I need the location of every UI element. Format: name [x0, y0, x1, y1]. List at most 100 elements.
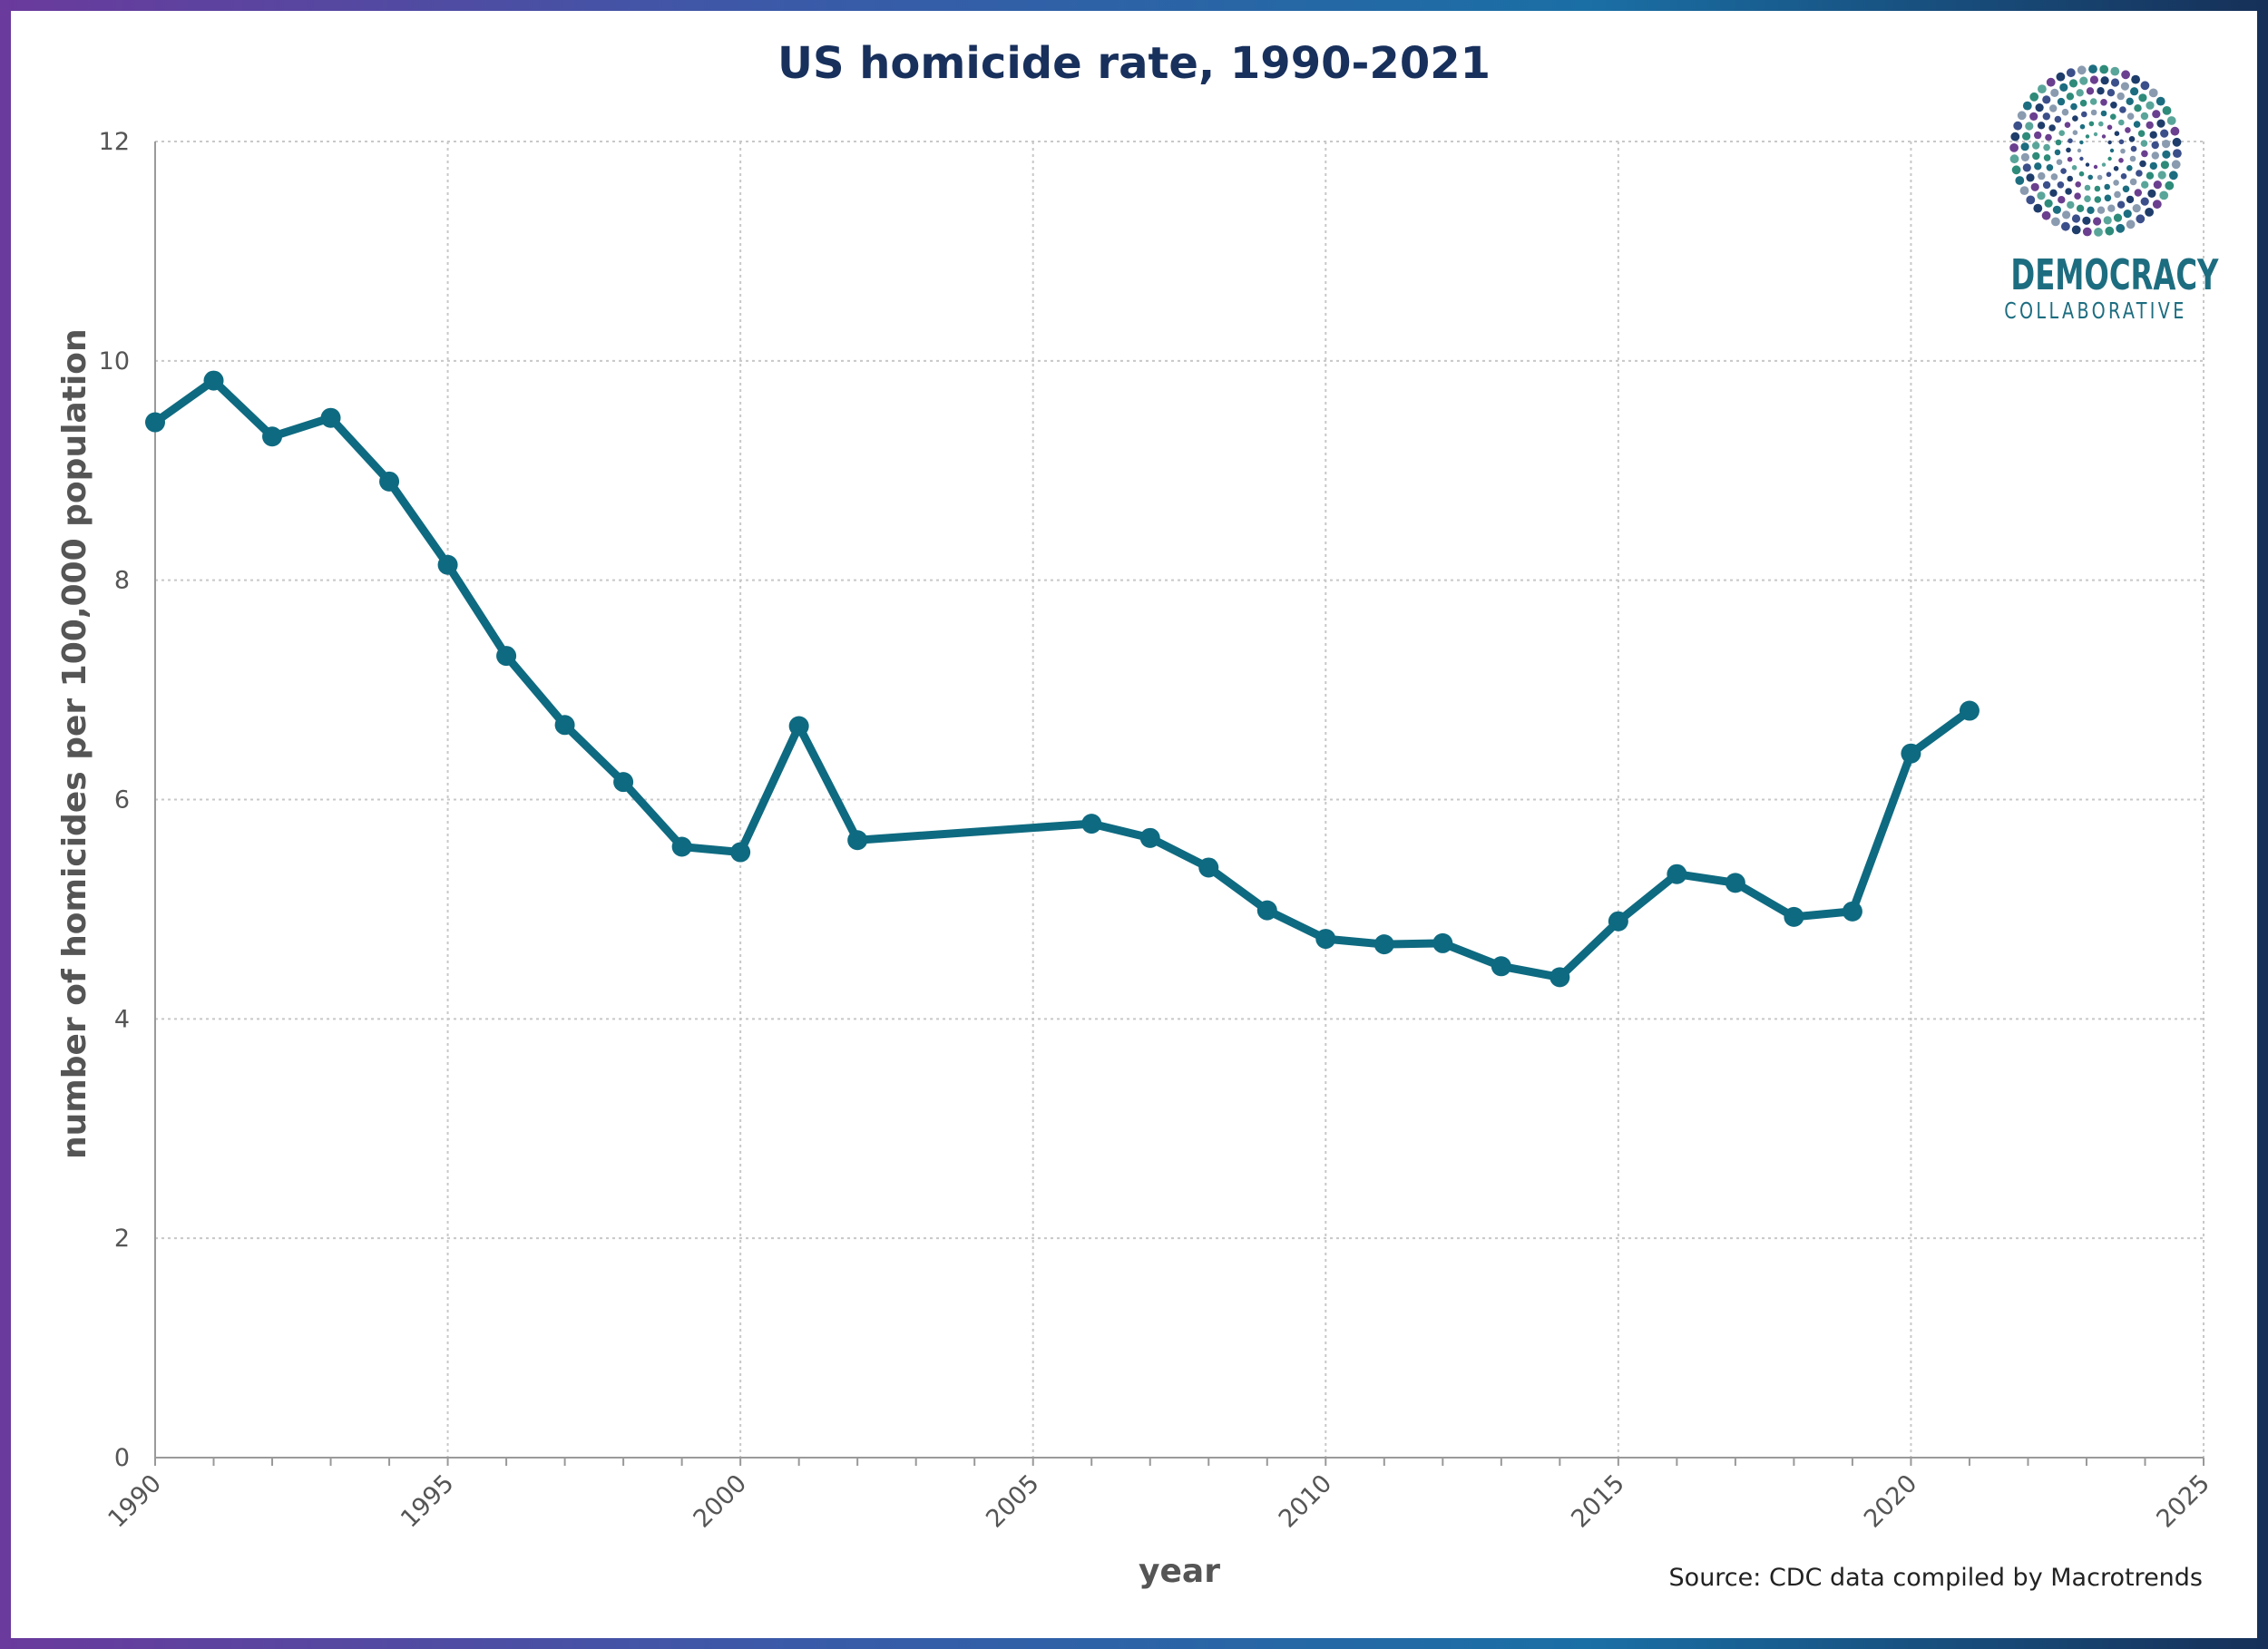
logo-dot — [2160, 129, 2169, 138]
logo-dot — [2136, 214, 2146, 224]
series-layer — [145, 370, 1980, 988]
logo-dot — [2022, 101, 2032, 111]
logo-dot — [2054, 149, 2061, 156]
logo-dot — [2088, 121, 2095, 127]
logo-dot — [2030, 182, 2039, 191]
logo-dot — [2107, 124, 2113, 131]
logo-dot — [2071, 165, 2077, 171]
logo-dot — [2132, 204, 2141, 213]
logo-dot — [2113, 213, 2123, 222]
logo-dot — [2056, 159, 2063, 165]
logo-dot — [2057, 97, 2066, 106]
logo-dot — [2130, 145, 2137, 152]
logo-dot — [2082, 227, 2092, 237]
logo-dot — [2129, 155, 2136, 162]
x-tick-label: 2015 — [1566, 1469, 1630, 1534]
logo-dot — [2029, 112, 2038, 121]
logo-dot — [2074, 192, 2081, 200]
logo-dot — [2038, 84, 2047, 93]
logo-dot — [2067, 156, 2073, 162]
logo-dot — [2035, 103, 2044, 112]
logo-dot — [2100, 76, 2109, 85]
logo-dot — [2049, 104, 2058, 112]
y-tick-label: 4 — [114, 1005, 130, 1033]
logo-dot — [2011, 165, 2021, 175]
logo-dots-icon — [2009, 64, 2182, 237]
logo-dot — [2055, 139, 2062, 146]
logo-dot — [2022, 163, 2031, 172]
logo-dot — [2156, 119, 2165, 128]
x-axis-label: year — [1139, 1553, 1220, 1590]
logo-dot — [2134, 189, 2142, 197]
logo-dot — [2079, 140, 2084, 145]
logo-dot — [2153, 181, 2162, 190]
logo-dot — [2070, 102, 2077, 111]
data-point — [1491, 956, 1511, 977]
logo-dot — [2138, 93, 2147, 102]
logo-dot — [2110, 113, 2116, 120]
logo-dot — [2122, 185, 2130, 193]
data-point — [1256, 900, 1277, 921]
logo-dot — [2101, 134, 2107, 139]
y-tick-label: 8 — [114, 567, 130, 595]
data-point — [496, 646, 517, 667]
logo-dot — [2089, 98, 2097, 105]
logo-dot — [2103, 216, 2112, 225]
data-point — [1315, 929, 1336, 950]
logo-dot — [2050, 173, 2058, 181]
logo-dot — [2107, 204, 2116, 212]
democracy-collaborative-logo: DEMOCRACY COLLABORATIVE — [1987, 54, 2219, 327]
logo-dot — [2140, 197, 2149, 206]
logo-dot — [2141, 150, 2148, 158]
logo-dot — [2136, 170, 2143, 177]
logo-wordmark-line1: DEMOCRACY — [2010, 250, 2219, 299]
logo-dot — [2042, 95, 2051, 104]
logo-dot — [2094, 228, 2103, 237]
logo-dot — [2079, 156, 2084, 161]
logo-dot — [2165, 181, 2175, 190]
logo-dot — [2137, 130, 2146, 137]
data-point — [730, 842, 751, 863]
logo-dot — [2059, 83, 2068, 92]
x-tick-label: 2025 — [2151, 1469, 2215, 1534]
data-point — [145, 412, 165, 433]
logo-dot — [2152, 110, 2161, 119]
logo-dot — [2081, 111, 2087, 118]
y-tick-label: 6 — [114, 786, 130, 815]
logo-dot — [2009, 143, 2019, 152]
logo-dot — [2141, 181, 2149, 189]
logo-dot — [2126, 112, 2135, 120]
logo-dot — [2123, 210, 2132, 219]
logo-dot — [2064, 122, 2071, 128]
data-point — [847, 830, 868, 851]
data-point — [613, 772, 634, 793]
logo-dot — [2105, 226, 2115, 236]
logo-dot — [2093, 132, 2098, 137]
logo-dot — [2101, 162, 2107, 167]
logo-dot — [2042, 112, 2050, 121]
logo-dot — [2159, 190, 2169, 200]
logo-dot — [2130, 87, 2139, 96]
logo-dot — [2145, 208, 2154, 217]
logo-dot — [2078, 171, 2085, 177]
logo-dot — [2046, 77, 2056, 87]
data-series-line — [151, 376, 1974, 981]
logo-dot — [2113, 180, 2119, 186]
logo-dot — [2057, 181, 2065, 189]
logo-dot — [2034, 131, 2042, 140]
logo-dot — [2066, 93, 2075, 101]
logo-dot — [2156, 96, 2165, 106]
logo-dot — [2061, 108, 2069, 116]
logo-dot — [2020, 152, 2029, 161]
logo-dot — [2146, 171, 2155, 180]
logo-dot — [2173, 149, 2182, 158]
logo-dot — [2152, 200, 2162, 210]
logo-dot — [2110, 102, 2117, 109]
logo-dot — [2120, 173, 2127, 180]
logo-dot — [2147, 189, 2156, 198]
logo-dot — [2085, 162, 2090, 167]
logo-dot — [2160, 161, 2169, 170]
logo-dot — [2009, 154, 2019, 164]
x-tick-label: 1990 — [103, 1469, 167, 1534]
